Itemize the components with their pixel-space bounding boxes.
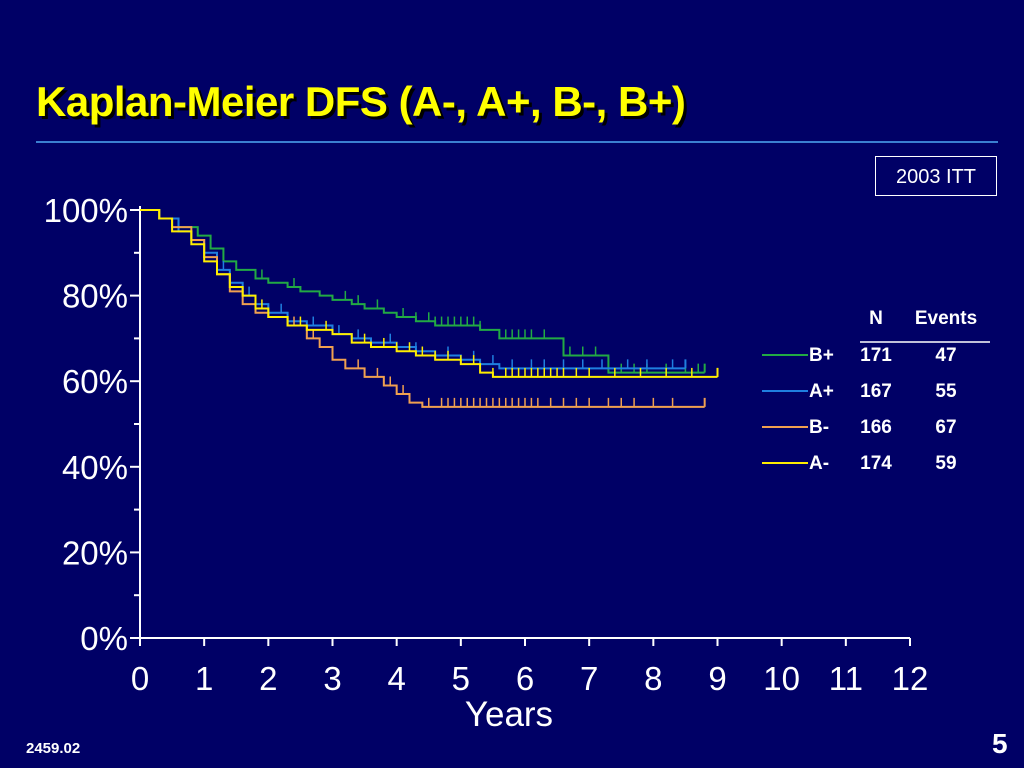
- y-tick-label: 0%: [80, 620, 128, 657]
- chart-legend: N Events B+ 171 47 A+ 167 55 B- 166 67 A- 174 59: [762, 308, 990, 474]
- itt-badge: 2003 ITT: [875, 156, 997, 196]
- legend-n: 174: [860, 453, 892, 474]
- series-A-: [140, 209, 719, 378]
- y-tick-label: 20%: [62, 534, 128, 571]
- series-B+: [140, 209, 706, 374]
- y-tick-label: 40%: [62, 449, 128, 486]
- x-tick-label: 3: [323, 660, 341, 697]
- x-axis-title: Years: [465, 695, 553, 734]
- legend-n: 167: [860, 381, 892, 402]
- x-tick-label: 11: [829, 660, 863, 697]
- x-tick-label: 10: [763, 660, 800, 697]
- x-tick-label: 12: [892, 660, 929, 697]
- legend-header-events: Events: [915, 308, 977, 329]
- x-tick-label: 4: [387, 660, 405, 697]
- x-tick-label: 2: [259, 660, 277, 697]
- x-tick-label: 8: [644, 660, 662, 697]
- curve-A+: [140, 209, 686, 370]
- legend-events: 67: [935, 417, 956, 438]
- title-divider: [36, 141, 998, 143]
- x-tick-label: 5: [452, 660, 470, 697]
- x-tick-label: 1: [195, 660, 213, 697]
- series-A+: [140, 209, 687, 370]
- y-tick-label: 60%: [62, 363, 128, 400]
- y-tick-label: 80%: [62, 278, 128, 315]
- survival-curves: [140, 209, 719, 408]
- page-number: 5: [992, 728, 1008, 759]
- legend-header-n: N: [869, 308, 883, 329]
- x-tick-label: 6: [516, 660, 534, 697]
- x-tick-label: 0: [131, 660, 149, 697]
- x-tick-label: 9: [708, 660, 726, 697]
- legend-label: B-: [809, 417, 829, 438]
- legend-label: B+: [809, 345, 834, 366]
- legend-events: 59: [935, 453, 956, 474]
- slide-code: 2459.02: [26, 740, 81, 757]
- legend-events: 47: [935, 345, 956, 366]
- legend-events: 55: [935, 381, 957, 402]
- legend-n: 166: [860, 417, 892, 438]
- legend-label: A-: [809, 453, 829, 474]
- curve-B+: [140, 209, 705, 374]
- x-tick-label: 7: [580, 660, 598, 697]
- slide-title: Kaplan-Meier DFS (A-, A+, B-, B+): [36, 78, 686, 125]
- legend-label: A+: [809, 381, 834, 402]
- legend-n: 171: [860, 345, 892, 366]
- y-tick-label: 100%: [44, 192, 128, 229]
